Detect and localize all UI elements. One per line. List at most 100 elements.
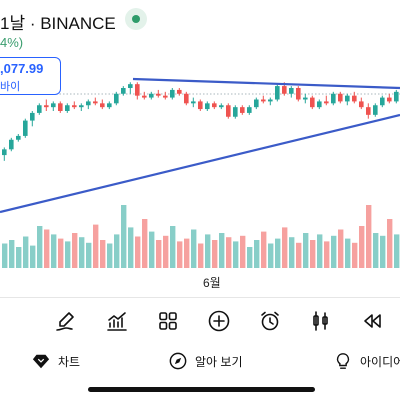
candle-body xyxy=(65,105,70,111)
candle-body xyxy=(128,84,133,88)
volume-bar xyxy=(135,236,141,268)
nav-chart[interactable]: 차트 xyxy=(31,350,80,372)
volume-bar xyxy=(142,219,148,268)
volume-bar xyxy=(212,240,218,268)
chart-header: 1날 · BINANCE 4%) xyxy=(0,0,400,55)
price-tag-label: 바이 xyxy=(0,81,21,93)
candle-body xyxy=(37,105,42,113)
nav-learn[interactable]: 알아 보기 xyxy=(168,350,243,372)
volume-bar xyxy=(107,243,113,268)
volume-bar xyxy=(275,238,281,268)
candle-body xyxy=(261,99,266,102)
price-chart[interactable] xyxy=(0,55,400,270)
candle-body xyxy=(289,88,294,94)
home-indicator xyxy=(88,387,315,392)
volume-bar xyxy=(51,234,57,268)
volume-bar xyxy=(163,235,169,268)
volume-bar xyxy=(338,229,344,268)
candle-body xyxy=(387,97,392,102)
nav-learn-label: 알아 보기 xyxy=(195,354,243,369)
candles-icon[interactable] xyxy=(308,308,334,334)
add-icon[interactable] xyxy=(206,308,232,334)
symbol-title: 1날 · BINANCE xyxy=(0,14,116,33)
volume-bar xyxy=(261,231,267,268)
candle-body xyxy=(177,89,182,94)
volume-bar xyxy=(226,237,232,268)
candle-body xyxy=(100,103,105,108)
candle-body xyxy=(324,101,329,104)
candle-body xyxy=(163,95,168,98)
candle-body xyxy=(331,93,336,104)
volume-bar xyxy=(268,243,274,268)
volume-bar xyxy=(72,233,78,268)
volume-bar xyxy=(23,236,29,268)
candle-body xyxy=(310,97,315,108)
candle-body xyxy=(303,97,308,100)
candle-body xyxy=(184,93,189,104)
volume-bar xyxy=(303,233,309,268)
volume-bar xyxy=(65,241,71,268)
candle-body xyxy=(366,107,371,115)
volume-bar xyxy=(352,242,358,268)
volume-bar xyxy=(128,227,134,268)
candle-body xyxy=(317,101,322,108)
nav-ideas[interactable]: 아이디어 xyxy=(333,350,400,372)
diamond-icon xyxy=(31,351,51,371)
volume-bar xyxy=(219,233,225,268)
replay-icon[interactable] xyxy=(359,308,385,334)
volume-bar xyxy=(121,205,127,268)
candle-body xyxy=(219,105,224,108)
candle-body xyxy=(254,99,259,108)
price-tag[interactable]: ,077.99 바이 xyxy=(0,57,61,95)
candle-body xyxy=(296,88,301,100)
candle-body xyxy=(58,103,63,111)
volume-bar xyxy=(79,237,85,268)
draw-icon[interactable] xyxy=(53,308,79,334)
candle-body xyxy=(170,89,175,98)
candle-body xyxy=(352,95,357,102)
volume-bar xyxy=(205,234,211,268)
volume-bar xyxy=(149,231,155,268)
candle-body xyxy=(205,103,210,110)
volume-bar xyxy=(170,226,176,268)
candle-body xyxy=(72,105,77,108)
candle-body xyxy=(23,120,28,136)
volume-bar xyxy=(191,229,197,268)
volume-bar xyxy=(254,240,260,268)
candle-body xyxy=(240,107,245,113)
volume-bar xyxy=(387,219,393,268)
layout-icon[interactable] xyxy=(155,308,181,334)
live-status-icon xyxy=(125,8,147,30)
candle-body xyxy=(2,149,7,156)
candle-body xyxy=(93,101,98,104)
support-trendline xyxy=(0,113,400,214)
volume-bar xyxy=(177,241,183,268)
volume-bar xyxy=(114,234,120,268)
volume-bar xyxy=(184,238,190,268)
nav-ideas-label: 아이디어 xyxy=(360,354,400,369)
volume-bar xyxy=(366,205,372,268)
compass-icon xyxy=(168,351,188,371)
candle-body xyxy=(373,105,378,115)
candle-body xyxy=(149,93,154,98)
candle-body xyxy=(247,107,252,113)
candle-body xyxy=(359,101,364,108)
alert-icon[interactable] xyxy=(257,308,283,334)
lightbulb-icon xyxy=(333,351,353,371)
x-axis-tick-label: 6월 xyxy=(203,276,221,290)
volume-bar xyxy=(282,227,288,268)
candle-body xyxy=(191,101,196,104)
candle-body xyxy=(380,97,385,106)
volume-bar xyxy=(93,224,99,268)
volume-bar xyxy=(310,240,316,268)
volume-bar xyxy=(198,243,204,268)
volume-bar xyxy=(345,238,351,268)
volume-bar xyxy=(44,229,50,268)
candle-body xyxy=(16,135,21,140)
candle-body xyxy=(394,91,399,102)
volume-bar xyxy=(240,235,246,268)
toolbar-divider xyxy=(0,297,400,298)
candle-body xyxy=(114,93,119,104)
candle-body xyxy=(268,99,273,102)
indicators-icon[interactable] xyxy=(104,308,130,334)
